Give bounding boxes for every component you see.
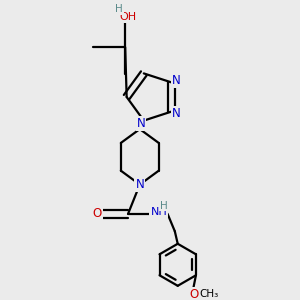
Text: H: H	[116, 4, 123, 14]
Text: N: N	[172, 74, 180, 88]
Text: O: O	[190, 288, 199, 300]
Text: NH: NH	[150, 207, 167, 217]
Text: O: O	[93, 207, 102, 220]
Text: CH₃: CH₃	[200, 289, 219, 299]
Text: N: N	[136, 117, 145, 130]
Text: N: N	[172, 106, 180, 119]
Text: N: N	[135, 178, 144, 191]
Text: OH: OH	[120, 12, 137, 22]
Text: H: H	[160, 201, 168, 211]
